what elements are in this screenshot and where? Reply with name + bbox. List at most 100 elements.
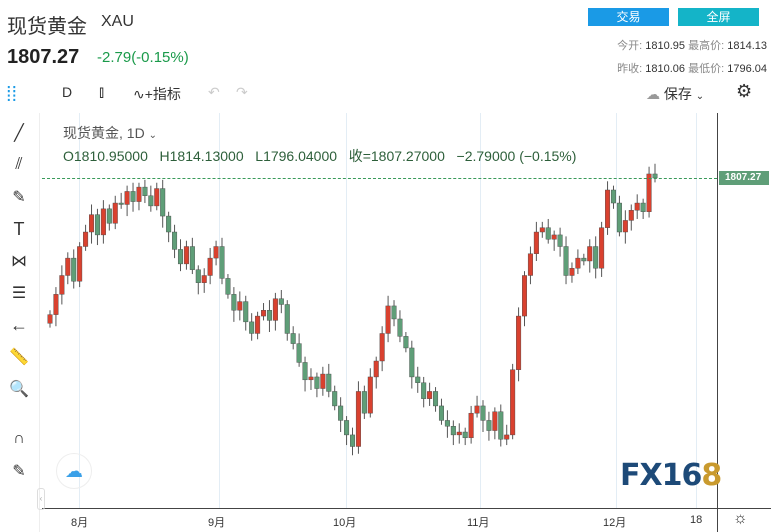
candle [504,424,510,446]
candle-body [415,376,421,383]
candle-body [587,246,593,262]
candle [616,195,622,237]
candle-body [71,257,77,282]
fullscreen-button[interactable]: 全屏 [678,8,759,26]
candle [272,292,278,331]
stats-row-2: 昨收: 1810.06 最低价: 1796.04 [617,60,767,76]
collapse-toolbar-button[interactable]: ‹ [37,488,45,510]
pattern-icon[interactable]: ⋈ [11,253,27,270]
candles-icon[interactable]: ⫾ [99,84,105,101]
candle-body [522,275,528,317]
candle [172,224,178,259]
candle [284,300,290,341]
candle [415,366,421,393]
undo-icon[interactable]: ↶ [208,84,220,100]
candle-body [563,246,569,276]
candle-body [444,420,450,427]
trade-button[interactable]: 交易 [588,8,669,26]
candle [338,397,344,433]
legend-low: L1796.04000 [255,148,338,164]
candle [65,252,71,285]
candle-body [367,376,373,414]
candle [522,271,528,327]
candle [367,368,373,418]
candle [450,420,456,446]
magnet-icon[interactable]: ∩ [13,430,25,447]
redo-icon[interactable]: ↷ [236,84,248,100]
candle [278,289,284,314]
x-label: 10月 [333,517,357,529]
candle [527,246,533,285]
candle-body [474,405,480,414]
candle-body [124,191,130,205]
candle-body [255,315,261,334]
trend-line-icon[interactable]: ╱ [14,125,24,142]
crosshair-icon[interactable]: ⁞⁞ [6,84,18,106]
candle-body [47,314,53,324]
stats-row-1: 今开: 1810.95 最高价: 1814.13 [617,37,767,53]
high-label: 最高价: [688,40,725,52]
candle-body [112,202,118,224]
legend-title[interactable]: 现货黄金, 1D ⌄ [63,123,157,143]
candle [456,423,462,444]
candle-body [142,186,148,196]
candle [308,368,314,390]
candle [77,242,83,288]
settings-icon[interactable]: ⚙ [736,81,753,101]
zoom-in-icon[interactable]: 🔍 [9,381,29,398]
candle-body [326,373,332,392]
candle [154,182,160,211]
x-label: 8月 [71,517,89,529]
candle [587,239,593,273]
text-tool-icon[interactable]: T [13,218,25,239]
interval-button[interactable]: D [62,84,73,100]
candle-body [100,208,106,236]
cloud-icon: ☁ [646,86,660,102]
candle-body [195,269,201,283]
lock-drawings-icon[interactable]: ✎ [12,463,26,480]
candle [486,411,492,441]
low-value: 1796.04 [727,63,767,75]
candle-body [166,215,172,233]
candle-body [189,246,195,270]
candle [652,163,658,183]
last-price-line [42,178,717,179]
candle [106,204,112,231]
candle-body [480,405,486,421]
candle [89,204,95,244]
candle-body [450,426,456,436]
candle-body [403,336,409,349]
fib-tool-icon[interactable]: ⫽ [15,156,23,173]
candle [551,230,557,251]
candle-body [344,420,350,436]
candle [361,385,367,419]
candle-body [551,234,557,240]
candle [344,416,350,446]
candle-body [243,301,249,323]
candle [438,398,444,425]
brush-icon[interactable]: ✎ [12,189,26,206]
candle [516,307,522,382]
candle-body [385,305,391,334]
candle [261,303,267,321]
ruler-icon[interactable]: 📏 [9,349,29,366]
tradingview-logo-icon[interactable]: ☁ [56,453,92,489]
candle-body [231,294,237,311]
candle [646,166,652,218]
candle [409,340,415,389]
measure-icon[interactable]: ☰ [11,285,27,302]
candle-body [498,411,504,440]
candle [136,182,142,211]
save-button[interactable]: ☁ 保存 ⌄ [646,84,704,104]
axis-settings-icon[interactable]: ☼ [733,510,748,527]
candle [480,400,486,433]
candle [427,382,433,406]
indicators-button[interactable]: ∿+指标 [133,84,181,104]
back-arrow-icon[interactable]: ← [10,314,28,335]
candle [195,265,201,295]
instrument-title: 现货黄金 [7,16,87,38]
legend-high: H1814.13000 [159,148,244,164]
candle-body [207,257,213,276]
candle-body [225,278,231,295]
candle [539,221,545,238]
